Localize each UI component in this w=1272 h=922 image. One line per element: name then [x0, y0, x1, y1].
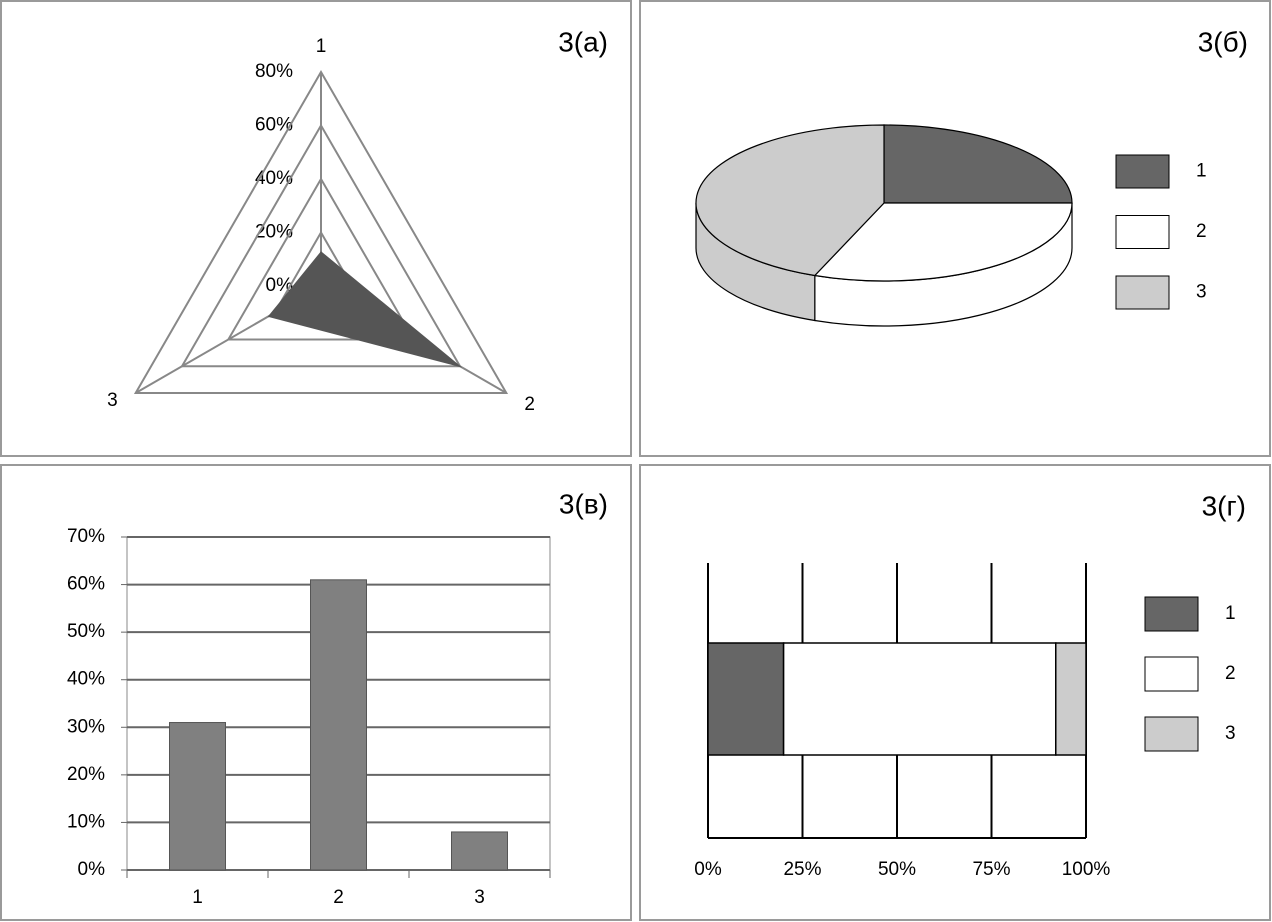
y-tick-label: 10%	[67, 811, 105, 832]
y-tick-label: 20%	[67, 764, 105, 785]
y-tick-label: 70%	[67, 526, 105, 547]
y-tick-label: 0%	[78, 859, 106, 880]
grid-ring	[180, 123, 462, 368]
y-tick-label: 40%	[67, 669, 105, 690]
axis-label: 3	[107, 390, 118, 411]
x-tick-label: 1	[192, 887, 203, 908]
pie-slice	[813, 202, 1073, 282]
legend-swatch	[1144, 656, 1199, 692]
bar	[310, 579, 367, 871]
legend-label: 1	[1225, 603, 1236, 624]
r-tick-label: 60%	[255, 115, 293, 136]
bar-segment	[782, 642, 1057, 756]
axis-label: 2	[524, 394, 535, 415]
y-tick-label: 60%	[67, 574, 105, 595]
y-tick-label: 30%	[67, 716, 105, 737]
legend-swatch	[1144, 716, 1199, 752]
legend-label: 1	[1196, 161, 1207, 182]
bar	[451, 831, 508, 871]
pie-slice	[883, 124, 1073, 204]
r-tick-label: 20%	[255, 222, 293, 243]
y-tick-label: 50%	[67, 621, 105, 642]
x-tick-label: 50%	[878, 859, 916, 880]
pie-slice	[695, 124, 885, 277]
legend-label: 3	[1225, 723, 1236, 744]
grid-ring	[226, 176, 416, 341]
x-tick-label: 75%	[972, 859, 1010, 880]
grid-ring	[133, 70, 509, 394]
legend-label: 3	[1196, 282, 1207, 303]
x-tick-label: 100%	[1062, 859, 1111, 880]
chart-title: 3(б)	[1198, 26, 1248, 57]
bar-segment	[707, 642, 785, 756]
panel	[639, 0, 1271, 457]
chart-title: 3(в)	[559, 488, 608, 519]
chart-title: 3(г)	[1202, 490, 1246, 521]
panel	[0, 0, 632, 457]
x-tick-label: 0%	[694, 859, 722, 880]
legend-swatch	[1144, 596, 1199, 632]
x-tick-label: 2	[333, 887, 344, 908]
chart-title: 3(а)	[558, 26, 608, 57]
r-tick-label: 40%	[255, 168, 293, 189]
r-tick-label: 80%	[255, 61, 293, 82]
bar	[169, 722, 226, 871]
legend-label: 2	[1196, 221, 1207, 242]
bar-segment	[1055, 642, 1087, 756]
legend-swatch	[1115, 154, 1170, 189]
x-tick-label: 3	[474, 887, 485, 908]
legend-swatch	[1115, 275, 1170, 310]
panel	[0, 464, 632, 921]
x-tick-label: 25%	[783, 859, 821, 880]
radar-area	[267, 251, 463, 368]
legend-swatch	[1115, 215, 1170, 249]
panel	[639, 464, 1271, 921]
axis-label: 1	[316, 36, 327, 57]
legend-label: 2	[1225, 663, 1236, 684]
